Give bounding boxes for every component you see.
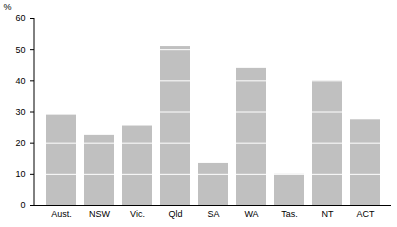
svg-text:Vic.: Vic. [130, 209, 145, 219]
svg-text:20: 20 [15, 138, 25, 148]
svg-text:Tas.: Tas. [281, 209, 298, 219]
svg-text:Qld: Qld [168, 209, 182, 219]
svg-text:0: 0 [20, 200, 25, 210]
svg-text:NSW: NSW [89, 209, 111, 219]
svg-text:WA: WA [244, 209, 258, 219]
svg-text:%: % [4, 2, 12, 12]
svg-text:10: 10 [15, 169, 25, 179]
svg-text:SA: SA [207, 209, 219, 219]
svg-text:ACT: ACT [357, 209, 376, 219]
svg-text:60: 60 [15, 13, 25, 23]
svg-text:Aust.: Aust. [51, 209, 72, 219]
svg-text:NT: NT [322, 209, 334, 219]
svg-text:30: 30 [15, 107, 25, 117]
svg-text:40: 40 [15, 76, 25, 86]
svg-text:50: 50 [15, 45, 25, 55]
